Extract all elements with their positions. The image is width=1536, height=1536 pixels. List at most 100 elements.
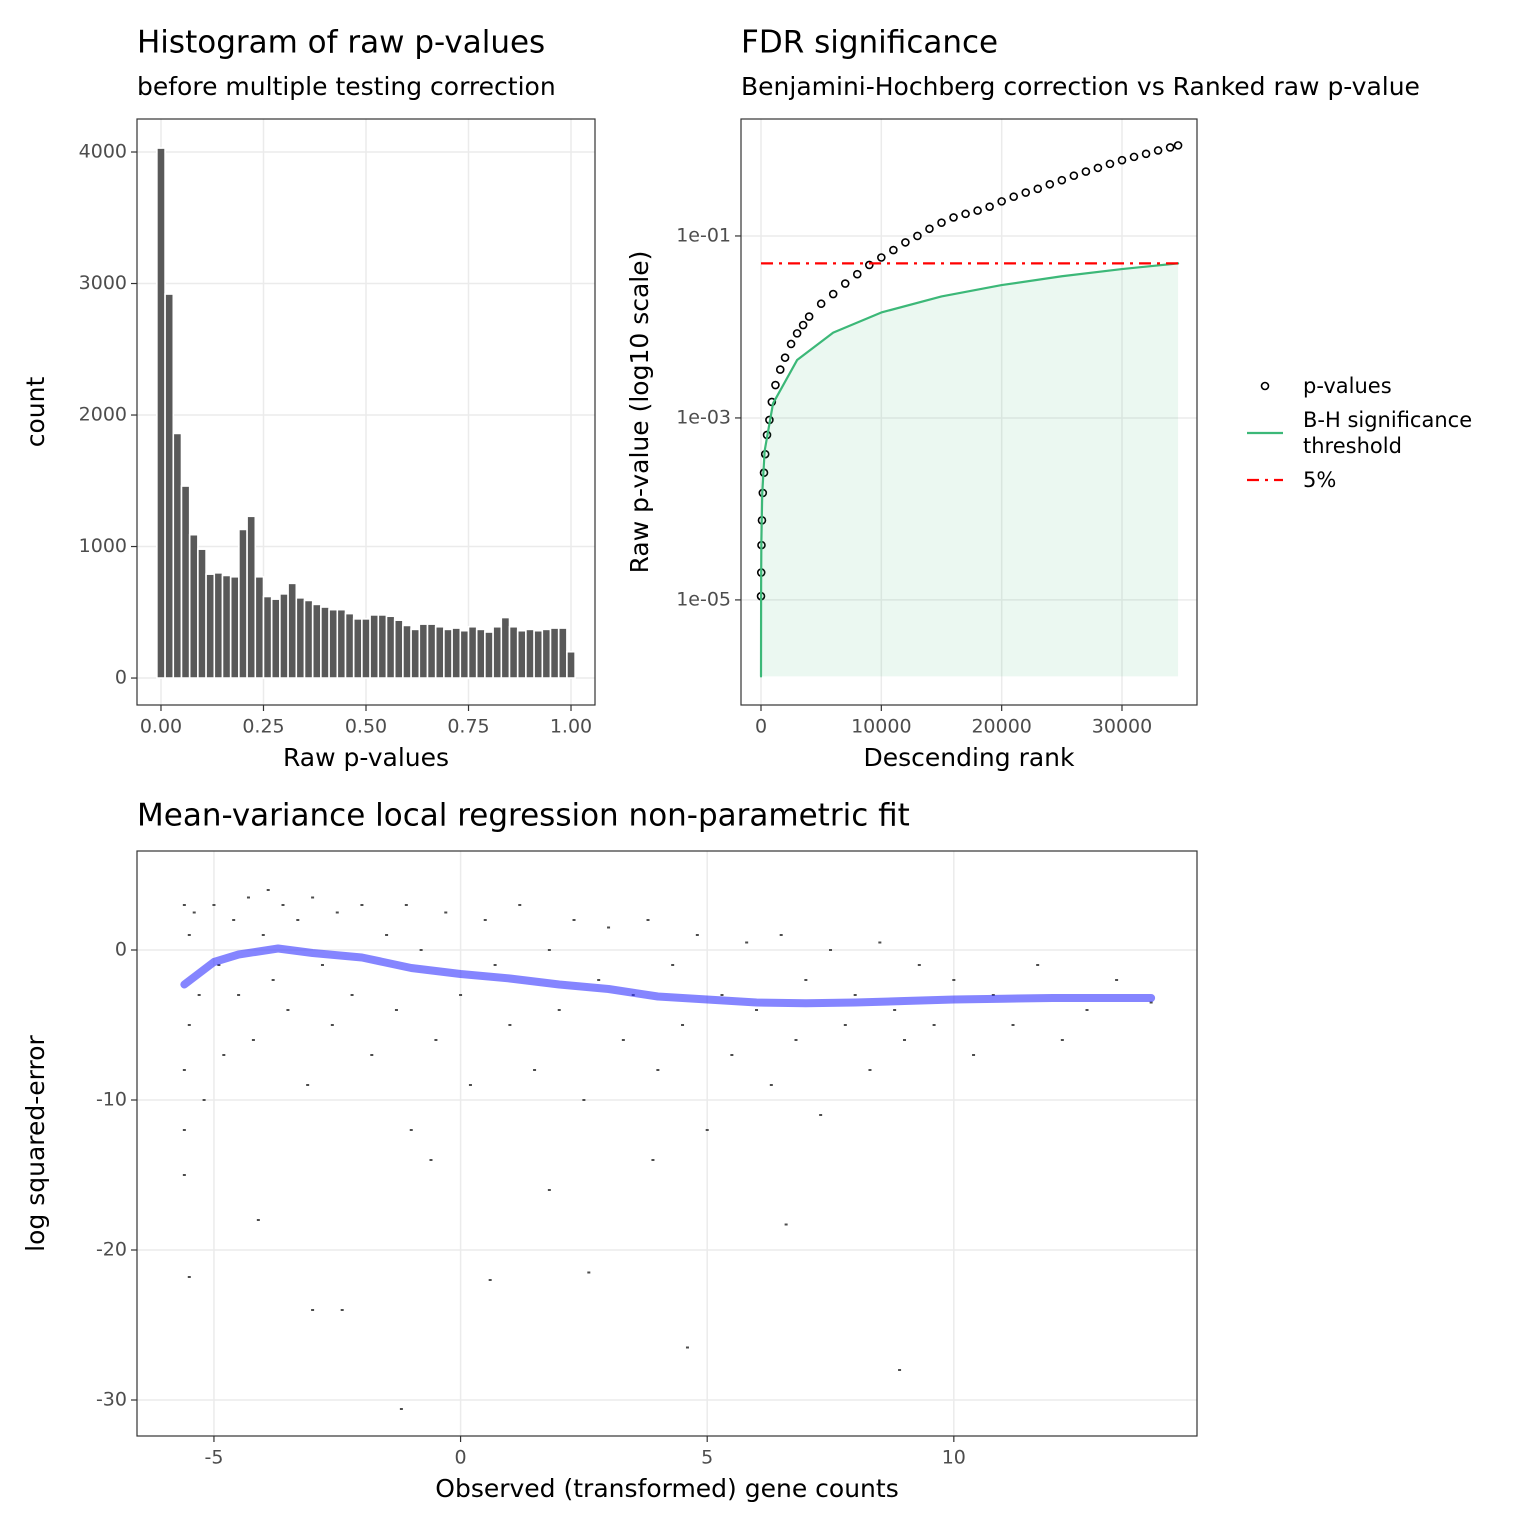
point: [937, 218, 946, 227]
bar: [418, 623, 429, 679]
line: [180, 944, 1156, 1008]
y-tick-label: -30: [96, 1389, 127, 1411]
point: [557, 1009, 561, 1011]
y-tick-label: 1000: [79, 535, 127, 557]
point: [1045, 179, 1055, 189]
y-tick-label: -20: [96, 1239, 127, 1261]
x-tick-label: 0.25: [242, 716, 284, 738]
bar: [410, 628, 421, 679]
bar: [557, 627, 568, 679]
bar: [451, 627, 462, 679]
bar: [549, 627, 560, 679]
bar: [328, 608, 339, 679]
y-tick-label: 0: [115, 939, 127, 961]
x-axis-title: Observed (transformed) gene counts: [435, 1474, 898, 1503]
bar: [156, 147, 166, 679]
bar: [369, 614, 380, 679]
point: [828, 289, 838, 299]
legend-key: [1247, 478, 1283, 482]
point: [508, 1024, 512, 1026]
bar: [336, 608, 347, 679]
point: [681, 1024, 685, 1026]
point: [972, 1054, 976, 1056]
point: [798, 320, 808, 330]
point: [434, 1039, 438, 1041]
legend-key: [1247, 431, 1283, 435]
point: [779, 934, 783, 936]
point: [311, 896, 315, 899]
point: [533, 1069, 537, 1071]
x-tick-label: 0.00: [140, 716, 182, 738]
bar: [172, 432, 183, 679]
point: [518, 904, 522, 906]
bar: [566, 650, 576, 679]
threshold-area: [761, 263, 1179, 677]
x-tick-label: -5: [204, 1447, 223, 1469]
point: [311, 1309, 315, 1311]
x-axis-title: Descending rank: [863, 743, 1075, 772]
point: [985, 202, 994, 211]
bar: [270, 598, 281, 679]
point: [864, 260, 874, 270]
bar: [180, 485, 191, 679]
bar: [361, 618, 371, 679]
x-tick-label: 0.75: [447, 716, 489, 738]
bar: [352, 618, 363, 679]
y-tick-label: 4000: [79, 141, 127, 163]
bar: [533, 629, 544, 679]
point: [720, 994, 724, 996]
bar: [385, 615, 396, 679]
x-tick-label: 20000: [971, 716, 1031, 738]
point: [1033, 184, 1043, 194]
point: [685, 1346, 689, 1349]
point: [755, 1009, 759, 1011]
legend-label: B-H significance threshold: [1303, 408, 1473, 458]
point: [925, 224, 934, 234]
point: [621, 1039, 625, 1041]
point: [893, 1009, 897, 1011]
point: [547, 1189, 551, 1191]
point: [651, 1159, 655, 1161]
chart-title: Mean-variance local regression non-param…: [137, 798, 910, 834]
y-axis-title: count: [21, 377, 50, 448]
point: [1153, 146, 1163, 155]
bar: [393, 619, 404, 679]
bar: [279, 593, 289, 679]
bar: [295, 597, 306, 679]
point: [404, 904, 408, 906]
point: [646, 919, 650, 921]
bar: [221, 574, 232, 679]
panel: [137, 851, 1197, 1436]
point: [1011, 1024, 1015, 1026]
point: [212, 904, 216, 906]
point: [286, 1009, 290, 1011]
point: [961, 209, 970, 219]
point: [952, 979, 956, 981]
point: [1105, 159, 1115, 169]
bar: [377, 614, 388, 679]
point: [266, 889, 270, 891]
point: [222, 1054, 226, 1056]
point: [949, 213, 958, 222]
point: [853, 994, 857, 996]
x-tick-label: 0: [755, 716, 767, 738]
point: [582, 1099, 586, 1101]
point: [237, 994, 241, 996]
chart-subtitle: Benjamini-Hochberg correction vs Ranked …: [741, 72, 1420, 101]
bar: [205, 573, 216, 679]
point: [350, 994, 354, 996]
point: [784, 1223, 788, 1226]
bar: [492, 625, 503, 679]
point: [1165, 143, 1175, 152]
point: [547, 949, 551, 951]
point: [804, 312, 814, 321]
bar: [344, 612, 355, 679]
legend-entry: p-values: [1245, 373, 1508, 399]
point: [182, 1069, 186, 1071]
point: [852, 269, 862, 279]
point: [182, 1129, 186, 1131]
point: [917, 964, 921, 966]
point: [232, 919, 236, 921]
